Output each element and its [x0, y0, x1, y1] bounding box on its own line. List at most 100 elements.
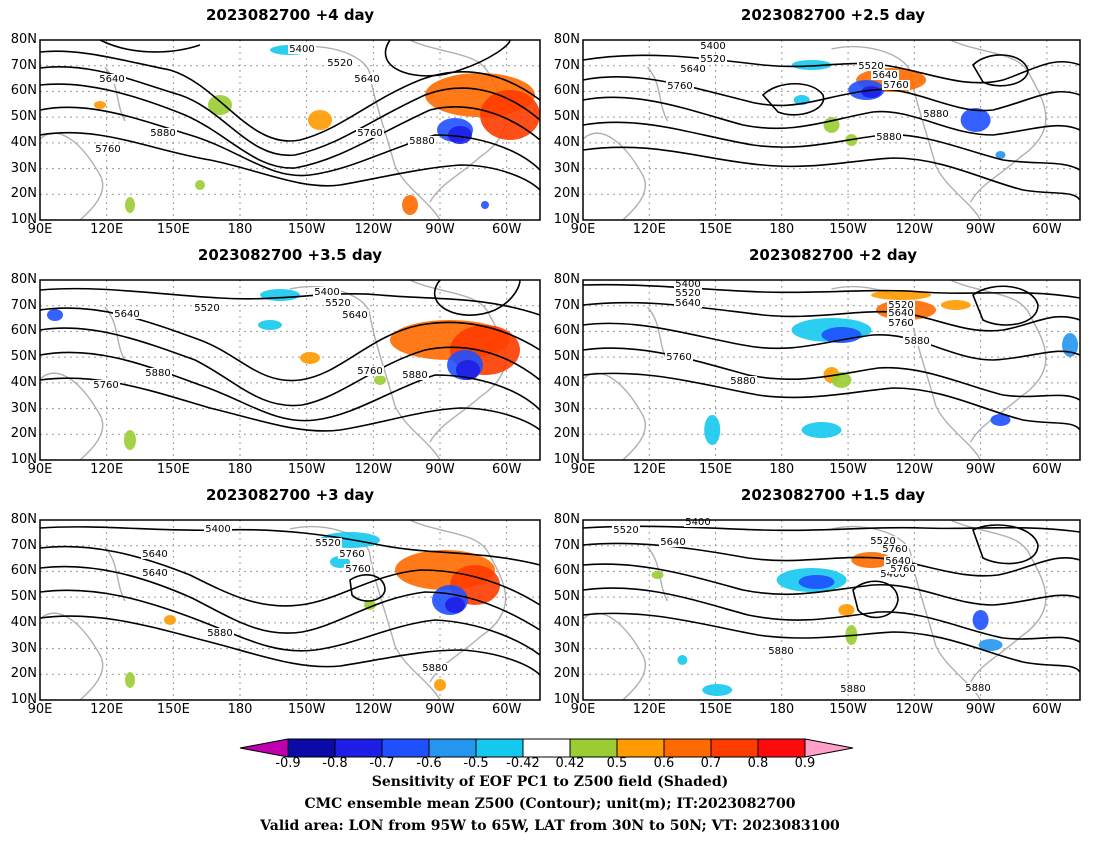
z500-contour [39, 106, 541, 177]
longitude-tick-label: 90W [425, 462, 455, 477]
latitude-tick-label: 10N [553, 212, 580, 227]
sensitivity-shading [995, 151, 1006, 159]
longitude-tick-label: 90W [425, 702, 455, 717]
longitude-tick-label: 90E [570, 702, 596, 717]
colorbar-tick-label: 0.8 [747, 756, 769, 771]
contour-label-bg [288, 44, 316, 54]
panel-title: 2023082700 +3.5 day [197, 246, 383, 264]
z500-contour [972, 524, 1039, 565]
contour-label: 5400 [314, 287, 339, 298]
contour-label: 5880 [730, 376, 755, 387]
longitude-tick-label: 120E [632, 462, 666, 477]
contour-label: 5640 [660, 537, 685, 548]
sensitivity-shading [851, 552, 892, 568]
coastline [289, 525, 441, 701]
map-frame [582, 39, 1081, 221]
z500-contour [582, 587, 1081, 643]
contour-label: 5520 [325, 298, 350, 309]
longitude-tick-label: 60W [1032, 222, 1062, 237]
latitude-tick-label: 60N [10, 83, 37, 99]
latitude-tick-label: 70N [553, 537, 580, 553]
longitude-tick-label: 180 [227, 462, 253, 477]
z500-contour [582, 54, 1081, 84]
contour-label: 5520 [315, 538, 340, 549]
sensitivity-shading [434, 679, 446, 691]
latitude-tick-label: 10N [10, 692, 37, 707]
longitude-tick-label: 150W [829, 222, 867, 237]
latitude-tick-label: 70N [553, 57, 580, 73]
contour-label: 5880 [876, 132, 901, 143]
coastline [582, 372, 646, 461]
latitude-tick-label: 60N [10, 563, 37, 579]
caption-line-3: Valid area: LON from 95W to 65W, LAT fro… [260, 818, 840, 834]
sensitivity-shading [791, 60, 832, 70]
latitude-tick-label: 30N [553, 400, 580, 416]
colorbar-segment [569, 738, 618, 758]
contour-label: 5880 [768, 646, 793, 657]
contour-label-bg [922, 109, 950, 119]
colorbar-tick-label: -0.5 [463, 756, 489, 771]
contour-label-bg [401, 370, 429, 380]
colorbar-tick-label: 0.6 [653, 756, 675, 771]
contour-label: 5640 [342, 310, 367, 321]
longitude-tick-label: 120E [90, 702, 124, 717]
latitude-tick-label: 70N [553, 297, 580, 313]
contour-label: 5880 [207, 628, 232, 639]
longitude-tick-label: 120W [895, 462, 934, 477]
contour-label-bg [326, 58, 354, 68]
coastline [647, 66, 669, 122]
contour-label: 5760 [93, 380, 118, 391]
sensitivity-shading [702, 684, 733, 696]
colorbar-tick-label: 0.5 [606, 756, 628, 771]
contour-label: 5520 [613, 525, 638, 536]
contour-label-bg [889, 564, 917, 574]
longitude-tick-label: 90E [27, 702, 53, 717]
contour-label: 5520 [888, 300, 913, 311]
contour-label: 5520 [675, 288, 700, 299]
latitude-tick-label: 70N [10, 57, 37, 73]
sensitivity-shading [124, 430, 136, 450]
contour-label: 5760 [882, 544, 907, 555]
sensitivity-shading [47, 309, 63, 321]
z500-contour [582, 121, 1081, 171]
longitude-tick-label: 90W [965, 462, 996, 477]
contour-label-bg [149, 128, 177, 138]
contour-label: 5400 [685, 517, 710, 528]
colorbar-segment [381, 738, 430, 758]
coastline [950, 519, 1047, 683]
z500-contour [761, 83, 825, 116]
z500-contour [582, 372, 1081, 431]
contour-label: 5640 [888, 308, 913, 319]
contour-label-bg [869, 536, 897, 546]
latitude-tick-label: 80N [10, 272, 37, 287]
latitude-tick-label: 20N [10, 186, 37, 202]
colorbar-under-arrow [239, 738, 289, 758]
contour-label-bg [884, 556, 912, 566]
colorbar-over-arrow [804, 738, 854, 758]
longitude-tick-label: 180 [769, 462, 795, 477]
coastline [582, 132, 646, 221]
contour-label: 5640 [680, 64, 705, 75]
colorbar [239, 738, 854, 758]
contour-label: 5760 [883, 80, 908, 91]
sensitivity-shading [164, 615, 176, 625]
contour-label-bg [92, 380, 120, 390]
latitude-tick-label: 30N [10, 160, 37, 176]
sensitivity-shading [972, 610, 989, 630]
sensitivity-shading [990, 414, 1011, 426]
sensitivity-shading [402, 195, 418, 215]
latitude-tick-label: 80N [10, 512, 37, 527]
coastline [39, 612, 104, 701]
map-frame [39, 519, 541, 701]
contour-label-bg [767, 646, 795, 656]
longitude-tick-label: 150W [287, 462, 326, 477]
latitude-tick-label: 20N [553, 186, 580, 202]
contour-label-bg [193, 303, 221, 313]
contour-label: 5880 [409, 136, 434, 147]
contour-label-bg [684, 517, 712, 527]
contour-label: 5880 [150, 128, 175, 139]
coastline [831, 45, 982, 221]
contour-label: 5640 [885, 556, 910, 567]
sensitivity-shading [300, 352, 320, 364]
